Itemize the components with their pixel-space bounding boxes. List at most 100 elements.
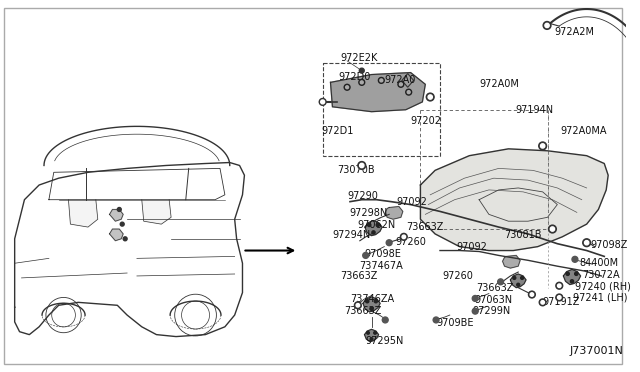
Text: 97260: 97260 bbox=[442, 271, 473, 281]
Circle shape bbox=[472, 295, 478, 301]
Circle shape bbox=[401, 233, 407, 240]
Text: 73081B: 73081B bbox=[504, 230, 542, 240]
Circle shape bbox=[583, 239, 591, 247]
Circle shape bbox=[356, 304, 360, 307]
Circle shape bbox=[117, 208, 121, 211]
Circle shape bbox=[319, 99, 326, 105]
Circle shape bbox=[321, 100, 324, 104]
Polygon shape bbox=[109, 229, 123, 241]
Polygon shape bbox=[330, 73, 426, 112]
Circle shape bbox=[358, 161, 365, 169]
Text: 97092: 97092 bbox=[396, 197, 427, 206]
Circle shape bbox=[498, 279, 504, 285]
Circle shape bbox=[374, 331, 376, 334]
Circle shape bbox=[428, 95, 433, 99]
Circle shape bbox=[433, 317, 439, 323]
Circle shape bbox=[402, 235, 406, 238]
Text: 972A0MA: 972A0MA bbox=[560, 126, 607, 136]
Text: 84400M: 84400M bbox=[580, 258, 619, 268]
Circle shape bbox=[575, 272, 578, 275]
Circle shape bbox=[382, 317, 388, 323]
Text: J737001N: J737001N bbox=[570, 346, 624, 356]
Text: 97092: 97092 bbox=[456, 242, 488, 251]
Text: 97299N: 97299N bbox=[472, 306, 511, 316]
Circle shape bbox=[529, 291, 535, 298]
Circle shape bbox=[572, 256, 578, 262]
Polygon shape bbox=[365, 329, 379, 341]
Circle shape bbox=[346, 86, 349, 89]
Circle shape bbox=[540, 299, 546, 306]
Text: 9709BE: 9709BE bbox=[436, 318, 474, 328]
Polygon shape bbox=[502, 256, 520, 268]
Circle shape bbox=[530, 293, 534, 296]
Circle shape bbox=[378, 77, 384, 83]
Polygon shape bbox=[109, 209, 123, 221]
Polygon shape bbox=[363, 297, 380, 312]
Circle shape bbox=[360, 163, 364, 168]
Circle shape bbox=[367, 223, 371, 227]
Circle shape bbox=[365, 299, 369, 303]
Text: 972A0: 972A0 bbox=[384, 76, 415, 86]
Text: 97241 (LH): 97241 (LH) bbox=[573, 292, 627, 302]
Text: 972A0M: 972A0M bbox=[479, 79, 519, 89]
Text: 73746ZA: 73746ZA bbox=[350, 294, 394, 304]
Circle shape bbox=[398, 81, 404, 87]
Circle shape bbox=[541, 301, 545, 304]
Text: 73663Z: 73663Z bbox=[476, 283, 513, 293]
Circle shape bbox=[376, 223, 380, 227]
Circle shape bbox=[407, 91, 410, 94]
Text: 97194N: 97194N bbox=[515, 105, 554, 115]
Circle shape bbox=[367, 331, 369, 334]
Circle shape bbox=[359, 68, 364, 73]
Text: 97098E: 97098E bbox=[365, 250, 401, 259]
Text: 73070B: 73070B bbox=[337, 166, 375, 175]
Text: 97290: 97290 bbox=[347, 191, 378, 201]
Text: 97260: 97260 bbox=[395, 237, 426, 247]
Text: 97191Z: 97191Z bbox=[543, 297, 580, 307]
Circle shape bbox=[516, 283, 520, 286]
Text: 97295N: 97295N bbox=[365, 336, 404, 346]
Text: 73663Z: 73663Z bbox=[344, 306, 381, 316]
Circle shape bbox=[570, 280, 573, 283]
Polygon shape bbox=[420, 149, 608, 250]
Text: 972A2M: 972A2M bbox=[554, 26, 595, 36]
Circle shape bbox=[543, 22, 551, 29]
Circle shape bbox=[556, 282, 563, 289]
Circle shape bbox=[123, 237, 127, 241]
Text: 97062N: 97062N bbox=[357, 220, 395, 230]
Polygon shape bbox=[385, 206, 403, 219]
Text: 97240 (RH): 97240 (RH) bbox=[575, 282, 631, 292]
Polygon shape bbox=[510, 274, 526, 288]
Circle shape bbox=[120, 222, 124, 226]
Circle shape bbox=[370, 338, 373, 340]
Text: 97202: 97202 bbox=[411, 116, 442, 126]
Circle shape bbox=[386, 240, 392, 246]
Circle shape bbox=[406, 89, 412, 95]
Circle shape bbox=[545, 23, 549, 28]
Circle shape bbox=[355, 302, 362, 309]
Text: 97298N: 97298N bbox=[349, 208, 387, 218]
Circle shape bbox=[363, 253, 369, 259]
Circle shape bbox=[541, 144, 545, 148]
Text: 97098Z: 97098Z bbox=[591, 240, 628, 250]
Text: 73663Z: 73663Z bbox=[406, 222, 443, 232]
Circle shape bbox=[584, 241, 589, 245]
Circle shape bbox=[548, 225, 556, 233]
Circle shape bbox=[374, 299, 378, 303]
Circle shape bbox=[521, 276, 524, 279]
Text: 73072A: 73072A bbox=[582, 270, 620, 280]
Circle shape bbox=[344, 84, 350, 90]
Circle shape bbox=[370, 307, 373, 310]
Text: 97063N: 97063N bbox=[474, 295, 513, 305]
Text: 972D0: 972D0 bbox=[339, 73, 371, 83]
Circle shape bbox=[550, 227, 555, 231]
Polygon shape bbox=[563, 269, 580, 285]
Circle shape bbox=[566, 272, 570, 275]
Circle shape bbox=[372, 231, 375, 234]
Circle shape bbox=[426, 93, 434, 101]
Circle shape bbox=[380, 79, 383, 82]
Circle shape bbox=[557, 296, 561, 299]
Polygon shape bbox=[365, 221, 382, 236]
Circle shape bbox=[472, 308, 478, 314]
Polygon shape bbox=[68, 200, 98, 227]
